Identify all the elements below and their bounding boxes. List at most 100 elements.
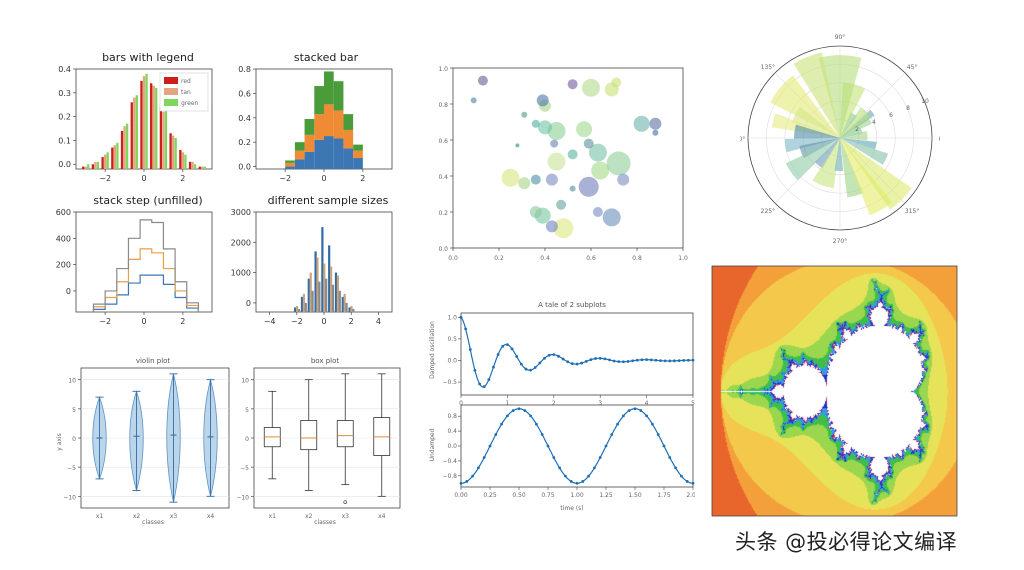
scatter-point [588,143,607,162]
polar-wedge [840,138,893,216]
polar-angle-label: 225° [761,208,775,215]
polar-angle-label: 90° [835,34,846,41]
lower-y-label: Undamped [429,428,436,461]
y-tick-label: 400 [56,234,71,243]
subplot-marker [552,456,556,459]
x-tick-label: 0.50 [512,492,526,499]
bar-tan [191,161,194,169]
scatter-point [617,173,630,186]
subplot-marker [546,444,550,448]
subplot-marker [584,359,588,363]
subplot-marker [691,358,695,362]
bar-green [96,161,100,169]
bar-blue [341,296,344,312]
bar-green [174,138,177,169]
x-tick-label: 2 [349,317,354,326]
lower-x-label: time (s) [560,505,583,512]
subplot-marker [482,456,486,459]
bar-green [125,123,129,169]
stacked-bar-chart: stacked bar 0.0 0.2 0.4 0.6 0.8 −2 0 2 [228,45,398,183]
subplot-marker [564,474,567,478]
subplot-marker [598,456,602,459]
scatter-point [550,139,559,148]
subplot-marker [610,433,614,436]
bar-tan [171,135,175,169]
subplot-marker [631,359,635,363]
x-tick-label: 0.4 [540,255,550,262]
subplot-marker [506,414,509,418]
y-tick-label: 600 [56,208,71,217]
mandelbrot-axes [711,265,958,517]
subplot-marker [557,354,560,358]
scatter-point [606,151,631,176]
subplot-marker [558,466,561,470]
bar-tan [309,272,312,312]
x-tick-label: 5 [691,400,695,407]
mandelbrot-chart [700,262,958,524]
bar-gray [311,290,314,312]
y-tick-label: 1.0 [438,66,448,73]
bar-blue [348,307,351,312]
subplot-marker [575,481,579,485]
stacked-bar-green [353,144,363,151]
scatter-point [582,78,600,97]
x-tick-label: 0.6 [586,255,596,262]
scatter-point [538,120,552,135]
scatter-point [556,199,567,210]
polar-wedge [791,106,840,138]
y-tick-label: 1000 [231,269,251,278]
bar-green [106,152,109,169]
y-tick-label: 0.8 [447,413,457,420]
x-tick-label: −2 [99,317,111,326]
x-axis-label: classes [314,519,336,526]
bar-tan [162,111,165,169]
bars-legend-svg: bars with legend 0.0 0.1 0.2 0.3 0.4 −2 0 2 red t… [58,51,213,183]
bar-green [116,142,119,169]
subplot-marker [529,414,532,418]
polar-wedge [770,75,840,138]
x-tick-label: x2 [133,513,141,520]
subplot-marker [622,414,625,418]
polar-angle-label: 135° [761,64,775,71]
y-tick-label: −5 [240,465,249,472]
scatter-point [518,177,531,190]
subplot-marker [523,409,527,412]
x-tick-label: 2 [180,174,185,183]
x-tick-label: x1 [269,513,277,520]
stacked-bar-blue [304,151,315,169]
bar-gray [297,308,301,312]
x-tick-label: 0.00 [454,492,468,499]
bar-tan [142,76,146,169]
polar-radial-label: 2 [855,126,859,133]
bar-tan [103,154,107,169]
subplot-marker [501,344,505,348]
bar-tan [181,152,185,169]
scatter-point [545,173,558,186]
stacked-bar-orange [343,129,354,149]
y-tick-label: 0.4 [238,114,251,123]
bar-red [91,164,95,169]
y-tick-label: 0.0 [238,163,251,172]
stacked-bar-blue [294,159,305,169]
bar-red [188,161,192,169]
subplot-marker [561,357,565,361]
subplot-marker [587,474,590,478]
polar-radial-label: 8 [906,105,910,112]
subplot-marker [635,358,639,362]
box-chart: box plot classes x1 x2 x3 x4 −10 −5 0 5 10 [230,352,405,527]
y-tick-label: 0.0 [58,160,71,169]
bar-tan [316,257,319,312]
bar-tan [343,293,346,312]
x-tick-label: 1.75 [657,492,671,499]
x-tick-label: 1.00 [570,492,584,499]
bar-red [130,102,133,169]
bar-tan [123,126,126,169]
y-tick-label: 0.3 [58,89,71,98]
polar-angle-label: 315° [905,208,919,215]
x-tick-label: 0 [141,317,146,326]
subplot-marker [633,407,637,411]
subplot-marker [673,359,676,363]
scatter-point [611,77,622,88]
subplot-marker [506,343,509,346]
stacked-bar-orange [294,150,305,160]
